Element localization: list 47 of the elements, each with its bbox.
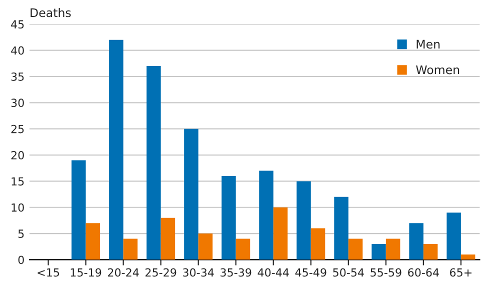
bar [222, 176, 236, 260]
x-tick-label: 60-64 [408, 268, 439, 277]
y-tick-label: 30 [11, 98, 24, 108]
y-tick-label: 20 [11, 151, 24, 160]
bar [334, 196, 348, 260]
bar [310, 228, 326, 260]
bar [446, 212, 461, 260]
bar [348, 238, 363, 260]
bar [123, 238, 138, 260]
bar [72, 160, 86, 260]
bar [273, 207, 288, 260]
bar [409, 223, 424, 260]
x-tick-label: 65+ [450, 268, 472, 277]
y-tick-label: 15 [12, 177, 24, 186]
y-tick-label: 35 [11, 72, 24, 81]
y-tick-label: 45 [11, 20, 24, 29]
bar [460, 254, 476, 260]
x-tick-label: 25-29 [145, 268, 176, 277]
bar [386, 238, 400, 260]
bar [109, 40, 124, 260]
bar [296, 181, 311, 260]
x-tick-label: 30-34 [183, 268, 214, 277]
bar [198, 234, 213, 260]
y-axis-title: Deaths [30, 8, 71, 18]
bar [184, 128, 198, 260]
y-tick-label: 0 [18, 256, 24, 264]
x-tick-label: 55-59 [370, 268, 402, 277]
legend-label: Women [416, 65, 460, 74]
y-tick-label: 10 [12, 203, 24, 212]
x-tick-label: 35-39 [220, 268, 252, 277]
x-tick-label: 20-24 [108, 268, 139, 277]
bar [423, 244, 438, 260]
bar [146, 66, 161, 260]
bar [259, 170, 274, 260]
bar [86, 223, 100, 260]
bar [372, 244, 386, 260]
y-tick-label: 5 [18, 230, 24, 238]
x-tick-label: 40-44 [258, 268, 289, 277]
bar [160, 218, 176, 260]
y-tick-label: 40 [11, 46, 24, 55]
x-tick-label: 15-19 [70, 268, 102, 277]
x-tick-label: 45-49 [295, 268, 326, 277]
legend-label: Men [416, 40, 440, 49]
x-tick-label: 50-54 [333, 268, 364, 277]
bar [236, 238, 250, 260]
x-tick-label: <15 [38, 268, 60, 277]
y-tick-label: 25 [11, 124, 24, 134]
